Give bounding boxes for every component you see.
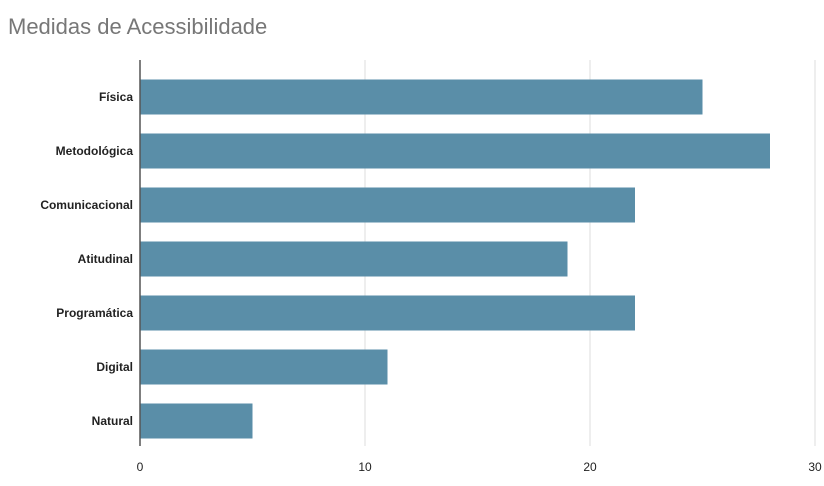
- bar-6: [140, 349, 388, 385]
- category-label-1: Física: [99, 90, 133, 104]
- category-label-3: Comunicacional: [40, 198, 133, 212]
- bar-4: [140, 241, 568, 277]
- category-label-4: Atitudinal: [78, 252, 133, 266]
- category-label-2: Metodológica: [56, 144, 134, 158]
- bar-3: [140, 187, 635, 223]
- category-label-5: Programática: [56, 306, 133, 320]
- bar-layer: [140, 79, 770, 439]
- chart-title: Medidas de Acessibilidade: [8, 14, 268, 39]
- bar-5: [140, 295, 635, 331]
- x-tick-label-30: 30: [808, 460, 822, 474]
- bar-1: [140, 79, 703, 115]
- x-tick-label-10: 10: [358, 460, 372, 474]
- category-label-7: Natural: [92, 414, 133, 428]
- x-tick-labels: 0 10 20 30: [137, 460, 822, 474]
- bar-7: [140, 403, 253, 439]
- bar-2: [140, 133, 770, 169]
- category-labels: Física Metodológica Comunicacional Atitudin…: [40, 90, 133, 428]
- x-tick-label-0: 0: [137, 460, 144, 474]
- x-tick-label-20: 20: [583, 460, 597, 474]
- category-label-6: Digital: [96, 360, 133, 374]
